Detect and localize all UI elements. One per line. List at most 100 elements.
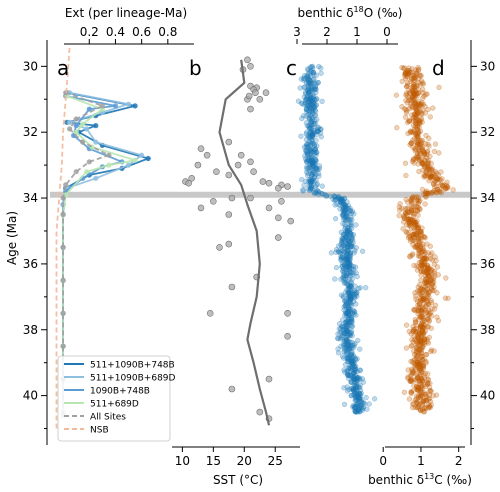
panel-d-data-point [428, 256, 434, 262]
panel-c-data-point [338, 229, 344, 235]
panel-c-data-point [348, 230, 354, 237]
panel-c-data-point [311, 72, 317, 78]
panel-c-data-point [341, 330, 348, 336]
panel-c-data-point [306, 98, 313, 104]
panel-c-data-point [312, 156, 318, 163]
panel-c-data-point [308, 171, 314, 178]
panel-d-data-point [417, 338, 423, 345]
panel-c-data-point [353, 245, 359, 251]
panel-c-data-point [301, 144, 308, 150]
panel-c-data-point [336, 326, 342, 332]
panel-c-data-point [347, 352, 353, 358]
panel-c-data-point [339, 323, 345, 329]
panel-letter-a: a [57, 56, 69, 80]
panel-d-data-point [417, 120, 423, 127]
sst-data-point [197, 145, 205, 152]
panel-c-data-point [308, 125, 314, 132]
panel-c-data-point [309, 134, 315, 141]
sst-data-point [247, 158, 254, 166]
panel-c-data-point [344, 338, 350, 344]
panel-c-data-point [309, 132, 315, 138]
panel-c-data-point [301, 182, 307, 188]
panel-d-data-point [424, 281, 430, 287]
panel-c-data-point [307, 105, 313, 111]
panel-d-data-point [411, 91, 417, 97]
panel-d-data-point [418, 244, 424, 250]
panel-c-data-point [332, 193, 338, 200]
panel-c-data-point [358, 390, 364, 397]
panel-c-data-point [345, 203, 352, 209]
sst-data-point [256, 408, 264, 416]
panel-d-data-point [425, 312, 431, 319]
y-tick-label-right: 32 [480, 125, 495, 139]
panel-c-data-point [342, 338, 348, 345]
panel-d-data-point [393, 92, 400, 98]
panel-d-data [393, 64, 456, 415]
panel-c-data-point [308, 125, 314, 131]
panel-d-data-point [427, 243, 433, 249]
panel-c-data-point [342, 319, 348, 326]
panel-d-data-point [418, 115, 425, 121]
extinction-series-marker [99, 103, 105, 109]
panel-d-data-point [414, 298, 421, 305]
panel-c-data-point [301, 94, 307, 100]
panel-d-data-point [420, 409, 427, 415]
panel-c-data-point [340, 211, 346, 217]
panel-c-data-point [362, 401, 368, 407]
panel-c-data-point [331, 194, 338, 200]
panel-d-data-point [406, 118, 413, 124]
panel-c-data-point [346, 276, 353, 283]
panel-c-data-point [371, 396, 378, 402]
panel-c-data-point [339, 199, 345, 205]
panel-c-data-point [342, 213, 349, 220]
panel-c-data-point [359, 400, 366, 406]
panel-d-data-point [424, 170, 430, 177]
panel-d-data-point [444, 179, 450, 185]
panel-d-data-point [425, 376, 431, 382]
panel-d-data-point [414, 133, 420, 139]
panel-d-data-point [403, 345, 410, 351]
panel-c-data-point [350, 243, 356, 250]
panel-d-x-axis-tick-label: 1 [417, 454, 425, 468]
panel-c-data-point [345, 321, 351, 327]
panel-d-data-point [422, 235, 428, 241]
panel-c-data-point [344, 328, 350, 334]
panel-c-data-point [348, 296, 354, 303]
panel-c-data-point [347, 298, 353, 304]
panel-d-data-point [416, 338, 422, 345]
panel-d-data-point [429, 267, 435, 273]
panel-c-data-point [307, 168, 313, 174]
panel-d-data-point [424, 264, 431, 270]
panel-d-data-point [419, 346, 425, 352]
panel-c-data-point [351, 370, 357, 376]
panel-d-data-point [416, 365, 423, 371]
panel-c-data-point [356, 396, 362, 402]
panel-c-data-point [307, 82, 314, 88]
panel-c-data-point [308, 186, 314, 192]
panel-c-data-point [338, 257, 344, 263]
panel-c-data-point [338, 334, 345, 341]
panel-d-data-point [407, 142, 413, 148]
panel-c-data-point [303, 149, 310, 155]
panel-c-data-point [344, 372, 351, 378]
panel-c-data-point [343, 264, 349, 270]
panel-d-data-point [415, 76, 421, 82]
panel-c-data-point [311, 103, 317, 109]
panel-c-data-point [356, 390, 362, 397]
panel-d-data-point [408, 209, 415, 215]
panel-c-data-point [304, 141, 310, 147]
panel-c-data-point [310, 169, 317, 175]
panel-d-data-point [417, 228, 423, 235]
panel-c-data-point [351, 376, 357, 383]
panel-c-data-point [344, 255, 351, 261]
panel-c-data-point [349, 360, 355, 366]
panel-d-data-point [415, 137, 421, 143]
panel-d-data-point [416, 168, 422, 175]
panel-d-data-point [414, 133, 421, 139]
panel-d-data-point [421, 164, 428, 170]
panel-c-data-point [350, 375, 356, 381]
sst-data-point [228, 385, 236, 393]
panel-d-data-point [431, 261, 437, 268]
panel-c-data-point [313, 157, 319, 163]
panel-d-data-point [432, 254, 438, 260]
